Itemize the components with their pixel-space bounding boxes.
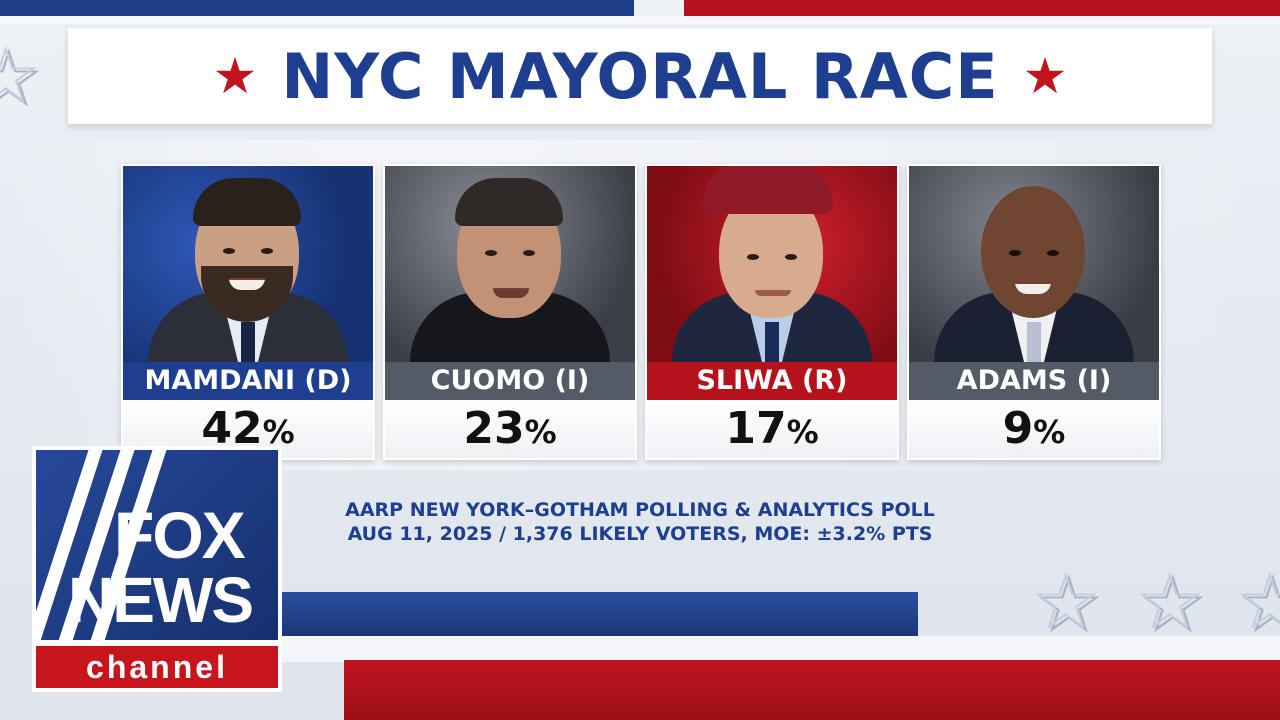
background-star-icon: ☆ bbox=[0, 29, 42, 122]
top-blue-stripe bbox=[0, 0, 634, 16]
candidate-name: SLIWA (R) bbox=[647, 362, 897, 400]
candidate-photo bbox=[647, 166, 897, 362]
candidate-name: CUOMO (I) bbox=[385, 362, 635, 400]
background-star-icon: ☆ bbox=[1030, 555, 1102, 648]
bottom-white-stripe bbox=[282, 636, 1280, 662]
candidate-card-adams: ADAMS (I) 9% bbox=[907, 164, 1161, 460]
poll-source-line: AARP NEW YORK–GOTHAM POLLING & ANALYTICS… bbox=[345, 499, 935, 521]
top-white-stripe bbox=[0, 16, 1280, 24]
logo-word-channel: channel bbox=[36, 646, 278, 688]
percent-unit: % bbox=[524, 413, 557, 451]
fox-news-logo: FOX NEWS channel bbox=[32, 446, 282, 692]
candidate-percent: 17% bbox=[647, 400, 897, 458]
percent-value: 9 bbox=[1002, 403, 1034, 454]
background-star-icon: ☆ bbox=[1234, 555, 1280, 648]
candidate-photo bbox=[909, 166, 1159, 362]
bottom-blue-stripe bbox=[282, 592, 918, 636]
top-red-stripe bbox=[684, 0, 1280, 16]
bottom-red-stripe bbox=[344, 660, 1280, 720]
candidate-card-mamdani: MAMDANI (D) 42% bbox=[121, 164, 375, 460]
candidate-card-sliwa: SLIWA (R) 17% bbox=[645, 164, 899, 460]
percent-unit: % bbox=[786, 413, 819, 451]
candidate-percent: 23% bbox=[385, 400, 635, 458]
logo-word-news: NEWS bbox=[68, 564, 254, 636]
percent-value: 23 bbox=[463, 403, 525, 454]
candidate-name: MAMDANI (D) bbox=[123, 362, 373, 400]
candidate-card-cuomo: CUOMO (I) 23% bbox=[383, 164, 637, 460]
percent-value: 17 bbox=[725, 403, 787, 454]
star-icon: ★ bbox=[1022, 47, 1068, 105]
candidate-percent: 9% bbox=[909, 400, 1159, 458]
poll-details-line: AUG 11, 2025 / 1,376 LIKELY VOTERS, MOE:… bbox=[347, 523, 933, 545]
title-banner: ★ NYC MAYORAL RACE ★ bbox=[68, 28, 1212, 124]
poll-source: AARP NEW YORK–GOTHAM POLLING & ANALYTICS… bbox=[282, 498, 998, 546]
logo-blue-panel: FOX NEWS bbox=[36, 450, 278, 640]
candidate-photo bbox=[385, 166, 635, 362]
candidate-photo bbox=[123, 166, 373, 362]
percent-value: 42 bbox=[201, 403, 263, 454]
star-icon: ★ bbox=[212, 47, 258, 105]
page-title: NYC MAYORAL RACE bbox=[281, 39, 999, 113]
logo-word-fox: FOX bbox=[114, 498, 246, 572]
candidate-name: ADAMS (I) bbox=[909, 362, 1159, 400]
percent-unit: % bbox=[262, 413, 295, 451]
background-star-icon: ☆ bbox=[1134, 555, 1206, 648]
percent-unit: % bbox=[1033, 413, 1066, 451]
